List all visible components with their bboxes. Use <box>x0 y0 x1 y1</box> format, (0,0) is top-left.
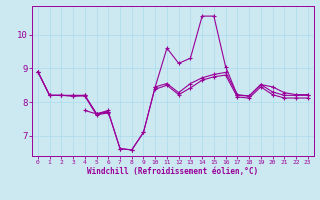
X-axis label: Windchill (Refroidissement éolien,°C): Windchill (Refroidissement éolien,°C) <box>87 167 258 176</box>
